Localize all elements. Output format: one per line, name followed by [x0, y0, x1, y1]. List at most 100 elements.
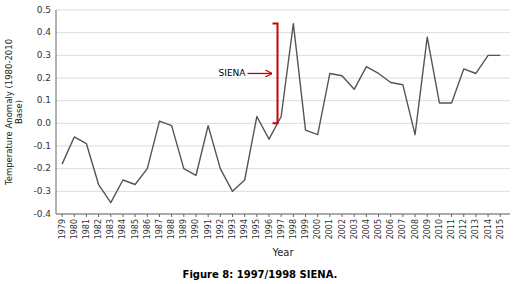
y-axis-label-line: Base) [14, 100, 24, 124]
x-tick [147, 214, 148, 217]
x-tick [500, 214, 501, 217]
x-tick-label: 2014 [484, 219, 493, 239]
grid-line [56, 123, 510, 124]
x-tick-label: 1984 [118, 219, 127, 239]
x-tick [171, 214, 172, 217]
annotation-arrow [248, 73, 272, 74]
x-tick [269, 214, 270, 217]
x-tick [232, 214, 233, 217]
y-tick-label: 0.4 [37, 27, 52, 37]
y-tick-label: 0.3 [37, 50, 51, 60]
x-tick [451, 214, 452, 217]
x-tick [62, 214, 63, 217]
x-tick [195, 214, 196, 217]
x-tick-label: 2008 [411, 219, 420, 239]
y-tick-label: 0.0 [37, 118, 52, 128]
grid-line [56, 146, 510, 147]
x-tick [135, 214, 136, 217]
x-tick [475, 214, 476, 217]
x-tick [244, 214, 245, 217]
x-tick [329, 214, 330, 217]
x-tick-label: 2012 [459, 219, 468, 239]
x-tick-label: 1996 [265, 219, 274, 239]
line [62, 24, 500, 203]
caption: Figure 8: 1997/1998 SIENA. [183, 269, 338, 280]
x-tick [98, 214, 99, 217]
x-tick-label: 1991 [204, 219, 213, 239]
y-axis-label-line: Temperature Anomaly (1980-2010 [4, 39, 14, 186]
x-tick [159, 214, 160, 217]
x-tick-label: 2009 [423, 219, 432, 239]
chart: -0.4-0.3-0.2-0.10.00.10.20.30.40.5197919… [0, 0, 520, 284]
x-tick-label: 1992 [216, 219, 225, 239]
plot-area [62, 24, 500, 203]
y-tick-label: 0.1 [37, 95, 51, 105]
x-tick-label: 2000 [313, 219, 322, 239]
x-tick [488, 214, 489, 217]
x-tick-label: 1983 [106, 219, 115, 239]
x-tick-label: 2002 [338, 219, 347, 239]
y-tick-label: 0.5 [37, 5, 51, 15]
grid-line [56, 214, 510, 215]
grid-line [56, 168, 510, 169]
x-tick [86, 214, 87, 217]
y-tick-label: -0.3 [33, 186, 51, 196]
grid-line [56, 191, 510, 192]
x-tick-label: 2003 [350, 219, 359, 239]
grid-line [56, 10, 510, 11]
x-tick-label: 1998 [289, 219, 298, 239]
x-axis-label: Year [271, 247, 294, 258]
x-tick [317, 214, 318, 217]
x-axis [56, 214, 510, 215]
x-tick [208, 214, 209, 217]
x-tick [110, 214, 111, 217]
x-tick-label: 1982 [94, 219, 103, 239]
x-tick-label: 1990 [191, 219, 200, 239]
x-tick-label: 1980 [70, 219, 79, 239]
x-tick-label: 1986 [143, 219, 152, 239]
x-tick-label: 2011 [447, 219, 456, 239]
x-tick [402, 214, 403, 217]
x-tick [378, 214, 379, 217]
x-tick-label: 2010 [435, 219, 444, 239]
x-tick-label: 2005 [374, 219, 383, 239]
x-tick-label: 1981 [82, 219, 91, 239]
x-tick [354, 214, 355, 217]
x-tick-label: 1999 [301, 219, 310, 239]
x-tick [366, 214, 367, 217]
x-tick-label: 2001 [325, 219, 334, 239]
y-axis-label: Temperature Anomaly (1980-2010Base) [4, 39, 24, 186]
x-tick-label: 1988 [167, 219, 176, 239]
x-tick-label: 2007 [398, 219, 407, 239]
x-tick [183, 214, 184, 217]
x-tick [293, 214, 294, 217]
x-tick-label: 2006 [386, 219, 395, 239]
x-tick-label: 2013 [471, 219, 480, 239]
grid-line [56, 78, 510, 79]
y-tick-label: 0.2 [37, 73, 51, 83]
y-tick-label: -0.1 [33, 141, 51, 151]
x-tick-label: 2004 [362, 219, 371, 239]
x-tick-label: 1985 [131, 219, 140, 239]
x-tick [439, 214, 440, 217]
y-tick-label: -0.2 [33, 163, 51, 173]
x-tick [342, 214, 343, 217]
x-tick-label: 1993 [228, 219, 237, 239]
x-tick [463, 214, 464, 217]
x-tick-label: 2015 [496, 219, 505, 239]
x-tick [427, 214, 428, 217]
x-tick-label: 1979 [58, 219, 67, 239]
grid-line [56, 32, 510, 33]
x-tick-label: 1987 [155, 219, 164, 239]
x-tick [220, 214, 221, 217]
x-tick-label: 1989 [179, 219, 188, 239]
x-tick [122, 214, 123, 217]
x-tick-label: 1995 [252, 219, 261, 239]
x-tick [305, 214, 306, 217]
y-tick-label: -0.4 [33, 209, 51, 219]
annotation-text: SIENA [219, 68, 247, 78]
x-tick [74, 214, 75, 217]
x-tick-label: 1997 [277, 219, 286, 239]
grid-line [56, 55, 510, 56]
y-axis [56, 10, 57, 214]
